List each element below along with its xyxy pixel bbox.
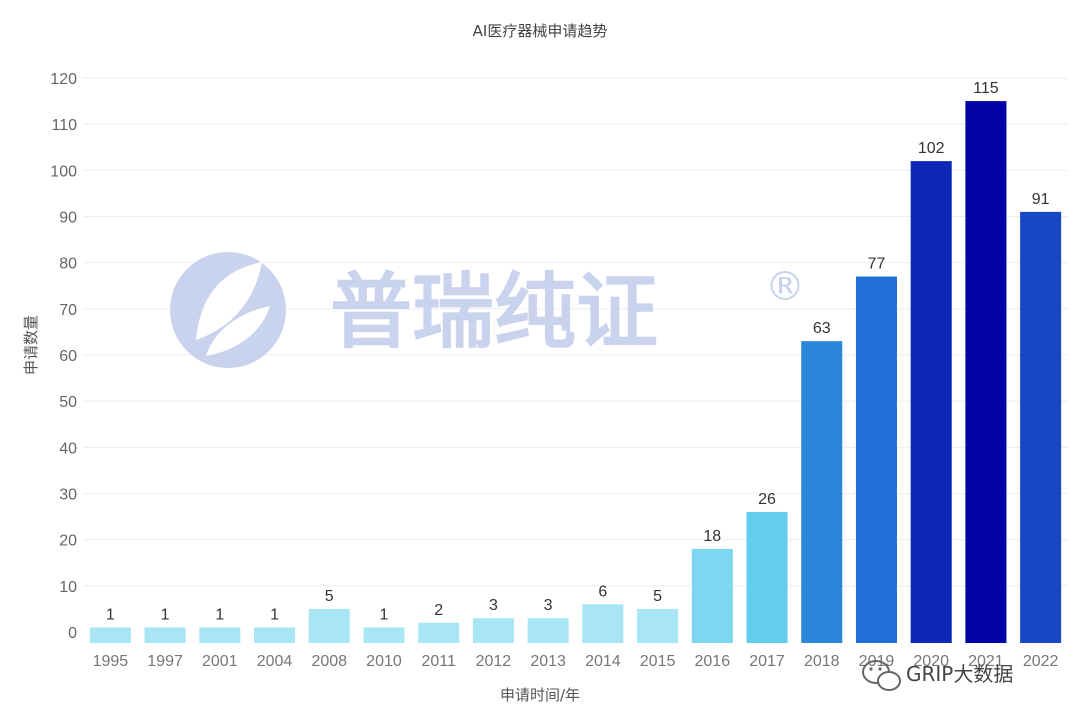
data-label: 26	[758, 491, 776, 508]
data-label: 1	[106, 606, 115, 623]
data-label: 18	[703, 528, 721, 545]
bar	[199, 627, 241, 643]
y-tick-label: 90	[59, 210, 77, 227]
y-tick-label: 60	[59, 348, 77, 365]
bar	[527, 618, 569, 643]
watermark-logo-icon	[170, 252, 286, 368]
x-tick-label: 2016	[695, 653, 731, 670]
bar	[308, 608, 350, 643]
data-label: 1	[161, 606, 170, 623]
x-tick-label: 2018	[804, 653, 840, 670]
bar	[746, 511, 788, 643]
source-badge: GRIP大数据	[862, 660, 1013, 691]
x-tick-label: 2022	[1023, 653, 1059, 670]
bar	[691, 548, 733, 643]
watermark: 普瑞纯证 ®	[170, 252, 805, 368]
bar	[1020, 211, 1062, 643]
data-label: 102	[918, 140, 945, 157]
y-tick-label: 10	[59, 579, 77, 596]
wechat-icon	[862, 660, 901, 691]
x-axis-title: 申请时间/年	[500, 686, 580, 704]
x-tick-label: 2015	[640, 653, 676, 670]
y-tick-label: 20	[59, 533, 77, 550]
bar	[144, 627, 186, 643]
x-tick-label: 2011	[421, 653, 456, 670]
bar	[801, 341, 843, 643]
bar	[472, 618, 514, 643]
data-label: 77	[868, 256, 886, 273]
data-label: 1	[270, 606, 279, 623]
x-tick-label: 2010	[366, 653, 402, 670]
data-label: 5	[325, 588, 334, 605]
bar	[254, 627, 296, 643]
x-tick-label: 2013	[530, 653, 566, 670]
x-tick-label: 1995	[93, 653, 129, 670]
bar	[89, 627, 131, 643]
y-tick-label: 120	[50, 71, 77, 88]
x-tick-label: 2017	[749, 653, 785, 670]
x-tick-label: 2004	[257, 653, 293, 670]
data-label: 5	[653, 588, 662, 605]
x-axis-ticks: 1995 1997 2001 2004 2008 2010 2011 2012 2013 2014…	[93, 653, 1059, 670]
bar	[363, 627, 405, 643]
bar	[855, 276, 897, 643]
data-label: 63	[813, 320, 831, 337]
y-tick-label: 70	[59, 302, 77, 319]
x-tick-label: 1997	[147, 653, 183, 670]
data-label: 1	[380, 606, 389, 623]
bar	[418, 622, 460, 643]
data-label: 3	[489, 597, 498, 614]
data-label: 6	[598, 583, 607, 600]
y-tick-label: 100	[50, 163, 77, 180]
y-tick-label: 40	[59, 440, 77, 457]
data-label: 3	[544, 597, 553, 614]
y-tick-label: 80	[59, 256, 77, 273]
x-tick-label: 2012	[476, 653, 512, 670]
x-tick-label: 2020	[913, 653, 949, 670]
y-tick-label: 50	[59, 394, 77, 411]
x-tick-label: 2021	[968, 653, 1004, 670]
y-tick-label: 110	[51, 117, 77, 134]
bar	[582, 604, 624, 643]
x-tick-label: 2008	[311, 653, 347, 670]
data-label: 91	[1032, 191, 1050, 208]
x-tick-label: 2001	[202, 653, 238, 670]
bars	[89, 101, 1062, 644]
bar	[965, 101, 1007, 644]
y-axis-title: 申请数量	[22, 315, 40, 375]
y-axis-ticks: 0 10 20 30 40 50 60 70 80 90 100 110 120	[50, 71, 77, 642]
data-label: 115	[973, 80, 999, 97]
y-tick-label: 30	[59, 487, 77, 504]
data-label: 1	[215, 606, 224, 623]
source-badge-text: GRIP大数据	[906, 662, 1013, 686]
watermark-registered-mark: ®	[765, 264, 805, 310]
data-label: 2	[434, 602, 443, 619]
x-tick-label: 2014	[585, 653, 621, 670]
y-tick-label: 0	[68, 625, 77, 642]
watermark-text: 普瑞纯证	[330, 265, 658, 360]
chart-title: AI医疗器械申请趋势	[473, 22, 608, 40]
bar	[637, 608, 679, 643]
bar	[910, 161, 952, 643]
